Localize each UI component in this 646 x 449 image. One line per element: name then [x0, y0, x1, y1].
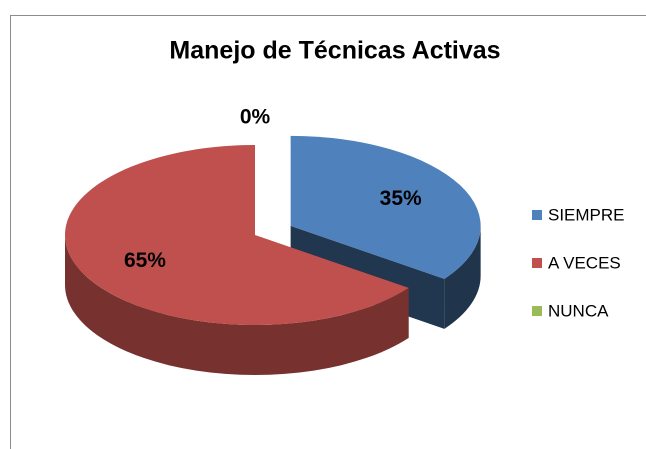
data-label: 35%	[380, 187, 422, 210]
slice-side	[65, 235, 409, 376]
slice-top	[64, 145, 409, 325]
legend-label: A VECES	[548, 253, 621, 272]
pie-slice	[64, 145, 409, 376]
pie: 35% 65% 0%	[64, 106, 481, 376]
data-label: 0%	[240, 106, 271, 129]
legend-swatch	[532, 306, 542, 316]
chart-frame	[10, 15, 646, 449]
legend-label: SIEMPRE	[548, 205, 625, 224]
slice-side	[444, 225, 481, 329]
legend: SIEMPRE A VECES NUNCA	[532, 205, 625, 320]
chart-title: Manejo de Técnicas Activas	[169, 37, 500, 65]
legend-swatch	[532, 210, 542, 220]
slice-top	[290, 135, 481, 279]
data-label: 65%	[124, 249, 166, 272]
legend-label: NUNCA	[548, 301, 609, 320]
legend-swatch	[532, 258, 542, 268]
